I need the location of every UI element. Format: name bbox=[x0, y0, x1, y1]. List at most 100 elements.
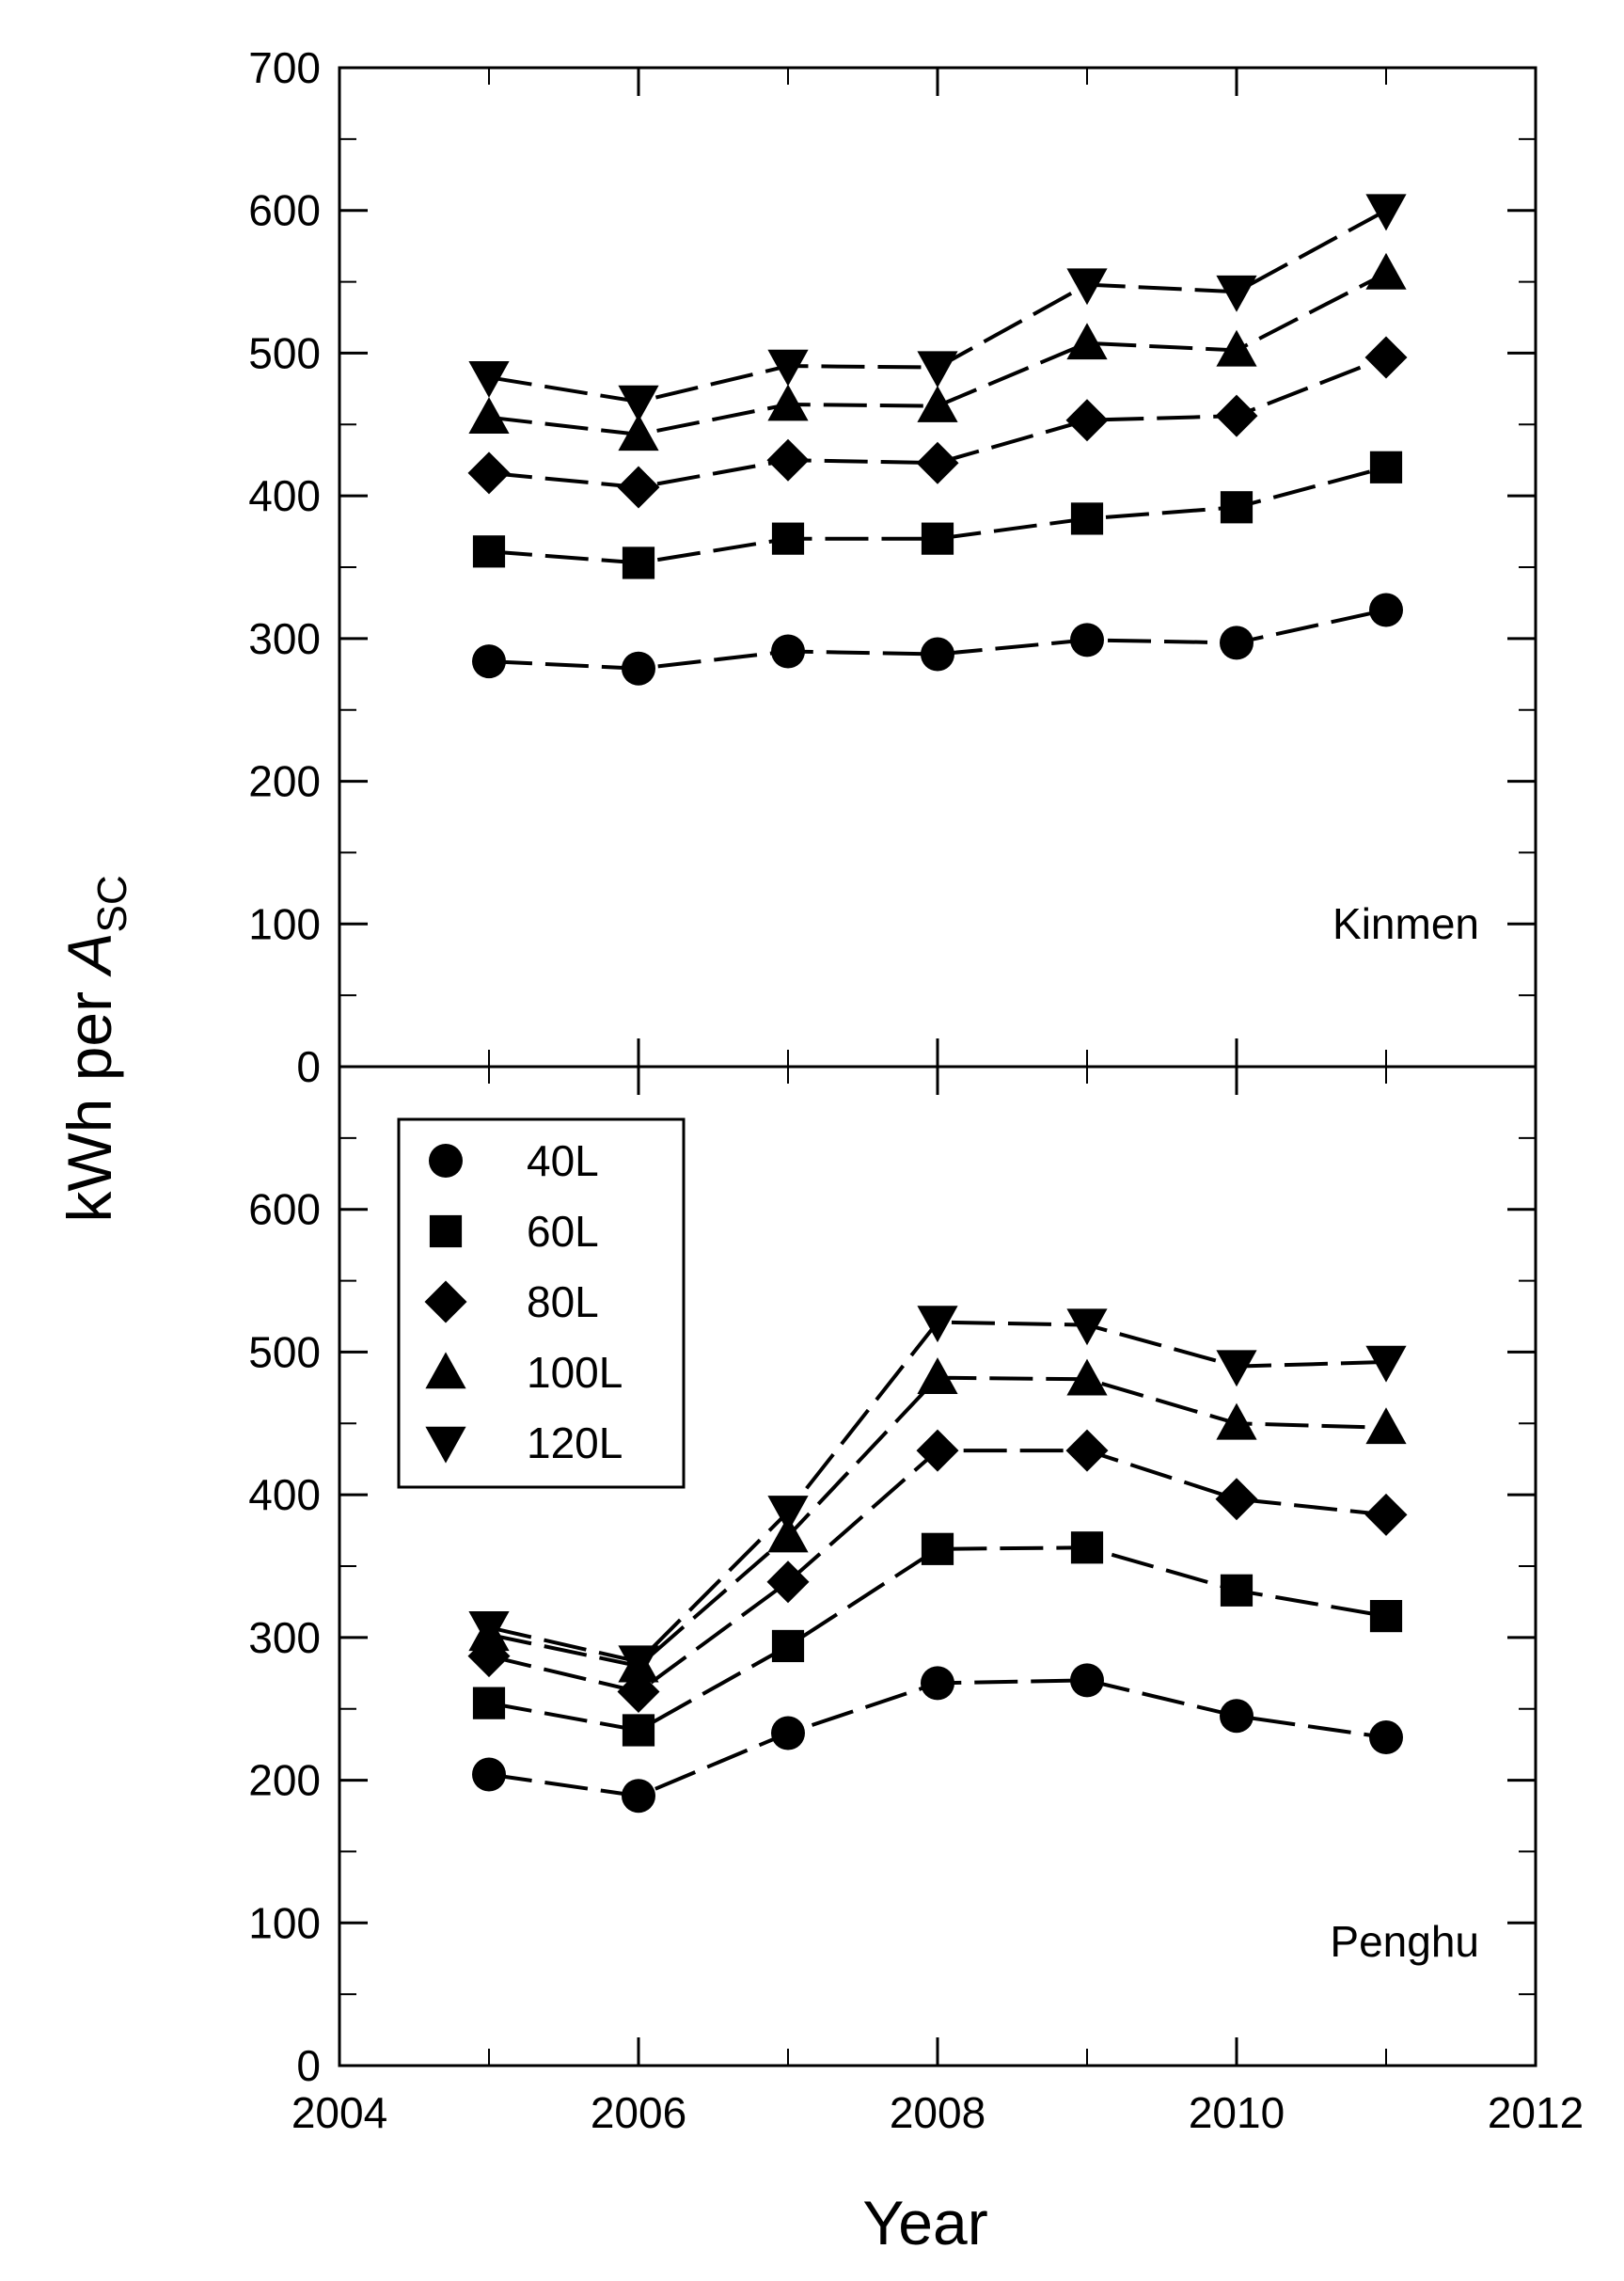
data-point-penghu-80l bbox=[1364, 1493, 1408, 1536]
data-point-penghu-60l bbox=[472, 1687, 506, 1719]
data-point-kinmen-40l bbox=[771, 634, 805, 669]
data-point-kinmen-60l bbox=[472, 535, 506, 568]
data-point-kinmen-100l bbox=[767, 384, 809, 421]
data-point-kinmen-100l bbox=[1365, 252, 1407, 290]
data-point-penghu-120l bbox=[618, 1645, 659, 1683]
data-point-kinmen-100l bbox=[1066, 323, 1108, 360]
data-point-kinmen-80l bbox=[1215, 394, 1258, 437]
y-tick-label: 400 bbox=[248, 471, 321, 520]
data-point-penghu-40l bbox=[1070, 1663, 1104, 1698]
data-point-penghu-40l bbox=[1220, 1699, 1253, 1734]
y-tick-label: 300 bbox=[248, 614, 321, 663]
data-point-penghu-60l bbox=[1070, 1531, 1104, 1564]
data-point-kinmen-120l bbox=[1365, 194, 1407, 231]
y-tick-label: 600 bbox=[248, 1185, 321, 1234]
data-point-penghu-120l bbox=[1066, 1308, 1108, 1346]
data-point-kinmen-100l bbox=[468, 397, 510, 434]
data-point-penghu-120l bbox=[917, 1306, 958, 1343]
data-point-kinmen-40l bbox=[622, 651, 655, 686]
y-tick-label: 0 bbox=[296, 1042, 321, 1091]
data-point-penghu-120l bbox=[468, 1610, 510, 1648]
data-point-penghu-80l bbox=[916, 1429, 959, 1472]
legend-label-80l: 80L bbox=[527, 1277, 599, 1326]
data-point-kinmen-120l bbox=[1066, 268, 1108, 306]
data-point-kinmen-120l bbox=[767, 349, 809, 387]
data-point-kinmen-120l bbox=[1216, 275, 1257, 312]
data-point-kinmen-60l bbox=[1070, 502, 1104, 535]
data-point-penghu-40l bbox=[472, 1757, 506, 1792]
data-point-penghu-100l bbox=[1066, 1358, 1108, 1396]
y-axis-title-main: kWh per bbox=[55, 974, 124, 1223]
x-tick-label: 2008 bbox=[890, 2088, 985, 2137]
y-tick-label: 200 bbox=[248, 757, 321, 806]
data-point-kinmen-100l bbox=[618, 414, 659, 451]
data-point-penghu-100l bbox=[1216, 1402, 1257, 1440]
data-point-kinmen-80l bbox=[1364, 336, 1408, 379]
data-point-penghu-120l bbox=[1216, 1350, 1257, 1387]
series-markers bbox=[467, 194, 1408, 1814]
data-point-penghu-40l bbox=[1369, 1720, 1403, 1755]
data-point-kinmen-100l bbox=[917, 385, 958, 422]
x-tick-label: 2006 bbox=[591, 2088, 686, 2137]
data-point-kinmen-120l bbox=[618, 385, 659, 422]
legend: 40L 60L 80L 100L 120L bbox=[397, 1117, 686, 1489]
legend-marker-100l bbox=[425, 1352, 466, 1389]
data-point-kinmen-120l bbox=[917, 351, 958, 388]
legend-label-120l: 120L bbox=[527, 1418, 623, 1467]
data-point-penghu-60l bbox=[622, 1714, 655, 1747]
y-tick-label: 500 bbox=[248, 328, 321, 377]
data-point-kinmen-40l bbox=[921, 637, 954, 672]
y-tick-label: 0 bbox=[296, 2041, 321, 2090]
data-point-kinmen-40l bbox=[1070, 623, 1104, 657]
legend-marker-80l bbox=[424, 1280, 467, 1323]
legend-marker-120l bbox=[425, 1426, 466, 1464]
data-point-penghu-120l bbox=[1365, 1345, 1407, 1383]
data-point-penghu-100l bbox=[1365, 1407, 1407, 1445]
y-tick-label: 500 bbox=[248, 1327, 321, 1376]
y-tick-label: 300 bbox=[248, 1613, 321, 1662]
data-point-kinmen-60l bbox=[1369, 451, 1403, 483]
data-point-kinmen-80l bbox=[766, 438, 810, 482]
data-point-kinmen-40l bbox=[472, 644, 506, 679]
data-point-penghu-40l bbox=[921, 1666, 954, 1701]
y-tick-label: 100 bbox=[248, 1898, 321, 1947]
data-point-penghu-80l bbox=[766, 1560, 810, 1604]
data-point-kinmen-60l bbox=[771, 522, 805, 555]
y-axis-title-subscript: SC bbox=[89, 875, 135, 932]
y-tick-label: 700 bbox=[248, 43, 321, 92]
y-tick-label: 200 bbox=[248, 1756, 321, 1805]
data-point-kinmen-60l bbox=[921, 522, 954, 555]
data-point-kinmen-100l bbox=[1216, 329, 1257, 367]
data-point-kinmen-80l bbox=[1065, 399, 1109, 442]
data-point-kinmen-60l bbox=[622, 546, 655, 579]
legend-marker-40l bbox=[429, 1144, 463, 1178]
data-point-kinmen-60l bbox=[1220, 491, 1253, 524]
data-point-kinmen-40l bbox=[1369, 593, 1403, 627]
y-axis-title-symbol: A bbox=[55, 933, 124, 978]
legend-label-60l: 60L bbox=[527, 1207, 599, 1256]
data-point-penghu-120l bbox=[767, 1496, 809, 1532]
y-tick-label: 100 bbox=[248, 899, 321, 948]
legend-label-100l: 100L bbox=[527, 1348, 623, 1397]
data-point-penghu-60l bbox=[921, 1532, 954, 1565]
data-point-penghu-60l bbox=[1369, 1600, 1403, 1633]
chart-text: Year kWh per ASC 0 100 200 300 400 500 600 700 K… bbox=[55, 43, 1584, 2257]
axis-ticks bbox=[338, 66, 1537, 2067]
data-point-penghu-100l bbox=[767, 1515, 809, 1553]
data-point-kinmen-40l bbox=[1220, 626, 1253, 660]
data-point-penghu-40l bbox=[771, 1716, 805, 1750]
panel-label-penghu: Penghu bbox=[1330, 1917, 1479, 1966]
data-point-kinmen-120l bbox=[468, 360, 510, 398]
x-tick-label: 2012 bbox=[1488, 2088, 1584, 2137]
x-tick-label: 2004 bbox=[292, 2088, 387, 2137]
y-axis-title: kWh per ASC bbox=[55, 875, 135, 1222]
y-tick-label: 600 bbox=[248, 186, 321, 235]
data-point-penghu-60l bbox=[1220, 1574, 1253, 1607]
panel-label-kinmen: Kinmen bbox=[1332, 899, 1479, 948]
legend-marker-60l bbox=[429, 1214, 463, 1248]
data-point-penghu-60l bbox=[771, 1629, 805, 1663]
data-point-penghu-40l bbox=[622, 1779, 655, 1814]
data-point-penghu-80l bbox=[1065, 1429, 1109, 1472]
